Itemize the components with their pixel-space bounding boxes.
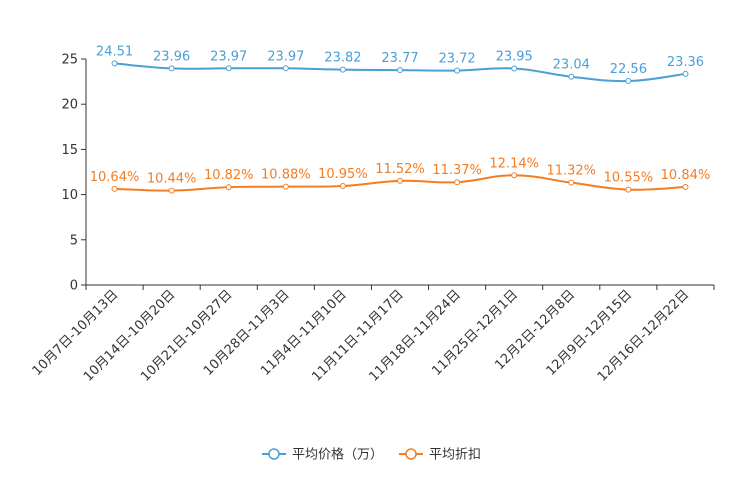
y-tick-label: 15 bbox=[61, 143, 78, 158]
data-label: 23.97 bbox=[210, 49, 247, 64]
data-label: 23.96 bbox=[153, 49, 190, 64]
data-point[interactable] bbox=[225, 184, 232, 191]
data-point[interactable] bbox=[511, 172, 518, 179]
data-label: 23.82 bbox=[324, 51, 361, 66]
legend-label: 平均价格（万） bbox=[292, 447, 383, 463]
y-tick-label: 5 bbox=[70, 233, 78, 248]
data-label: 23.72 bbox=[438, 52, 475, 67]
y-tick-label: 10 bbox=[61, 188, 78, 203]
y-tick-label: 0 bbox=[70, 279, 78, 294]
data-label: 10.95% bbox=[318, 167, 368, 182]
data-point[interactable] bbox=[682, 184, 689, 191]
data-label: 11.32% bbox=[546, 164, 596, 179]
series-2: 10.64% 10.44% 10.82% 10.88% 10.95% 11.52% 11.3… bbox=[90, 156, 711, 194]
legend-item-1[interactable]: 平均价格（万） bbox=[262, 447, 383, 463]
data-label: 23.36 bbox=[667, 55, 704, 70]
data-point[interactable] bbox=[111, 185, 118, 192]
data-label: 24.51 bbox=[96, 44, 133, 59]
data-label: 23.77 bbox=[381, 51, 418, 66]
series-1: 24.51 23.96 23.97 23.97 23.82 23.77 23.72 23.95… bbox=[96, 44, 704, 85]
data-label: 10.82% bbox=[204, 168, 254, 183]
data-point[interactable] bbox=[111, 60, 118, 67]
legend-swatch-marker bbox=[405, 448, 417, 460]
data-point[interactable] bbox=[168, 65, 175, 72]
data-point[interactable] bbox=[168, 187, 175, 194]
data-point[interactable] bbox=[339, 183, 346, 190]
data-point[interactable] bbox=[682, 70, 689, 77]
data-point[interactable] bbox=[454, 179, 461, 186]
y-tick-label: 25 bbox=[61, 53, 78, 68]
data-point[interactable] bbox=[511, 65, 518, 72]
series-layer: 24.51 23.96 23.97 23.97 23.82 23.77 23.72 23.95… bbox=[90, 44, 711, 194]
data-label: 22.56 bbox=[610, 62, 647, 77]
chart-axes: 051015202510月7日-10月13日10月14日-10月20日10月21… bbox=[30, 53, 715, 385]
data-label: 23.04 bbox=[553, 58, 590, 73]
data-point[interactable] bbox=[282, 65, 289, 72]
legend[interactable]: 平均价格（万） 平均折扣 bbox=[262, 447, 481, 463]
data-label: 23.97 bbox=[267, 49, 304, 64]
data-point[interactable] bbox=[568, 73, 575, 80]
data-point[interactable] bbox=[625, 186, 632, 193]
data-label: 10.55% bbox=[604, 171, 654, 186]
y-tick-label: 20 bbox=[61, 98, 78, 113]
legend-label: 平均折扣 bbox=[429, 448, 481, 463]
legend-item-2[interactable]: 平均折扣 bbox=[399, 448, 481, 463]
data-label: 23.95 bbox=[496, 49, 533, 64]
data-point[interactable] bbox=[568, 179, 575, 186]
data-point[interactable] bbox=[454, 67, 461, 74]
data-point[interactable] bbox=[397, 67, 403, 74]
data-point[interactable] bbox=[625, 78, 632, 85]
legend-swatch-marker bbox=[268, 448, 280, 460]
data-point[interactable] bbox=[225, 65, 232, 72]
data-point[interactable] bbox=[339, 66, 346, 73]
data-point[interactable] bbox=[282, 183, 289, 190]
data-label: 12.14% bbox=[489, 156, 539, 171]
data-label: 10.44% bbox=[147, 172, 197, 187]
data-label: 11.52% bbox=[375, 162, 425, 177]
data-point[interactable] bbox=[397, 177, 403, 184]
data-label: 10.88% bbox=[261, 168, 311, 183]
data-label: 10.84% bbox=[661, 168, 711, 183]
data-label: 11.37% bbox=[432, 163, 482, 178]
data-label: 10.64% bbox=[90, 170, 140, 185]
